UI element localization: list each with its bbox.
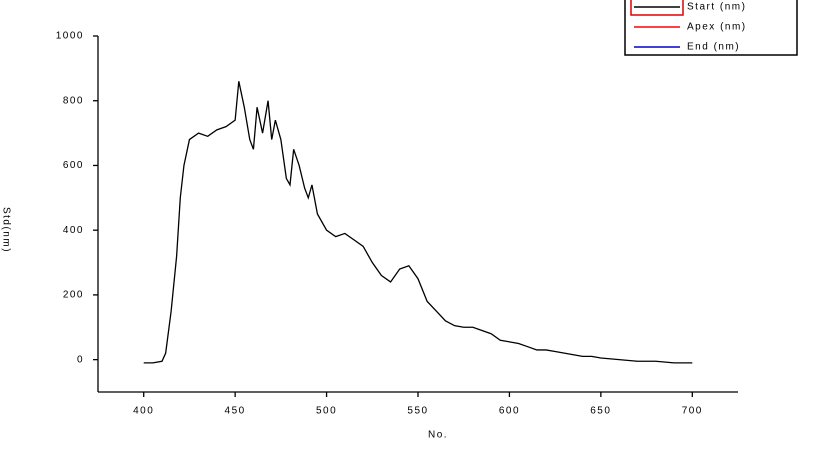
y-tick-label: 400 bbox=[63, 225, 84, 236]
legend-selection bbox=[630, 0, 684, 16]
x-tick-label: 450 bbox=[225, 406, 246, 417]
x-tick-label: 650 bbox=[590, 406, 611, 417]
data-line bbox=[143, 81, 693, 364]
legend-label: Apex (nm) bbox=[687, 22, 747, 33]
y-tick-label: 0 bbox=[77, 354, 84, 365]
y-tick-label: 200 bbox=[63, 290, 84, 301]
x-tick-label: 700 bbox=[682, 406, 703, 417]
legend-label: End (nm) bbox=[687, 42, 740, 53]
x-tick-label: 400 bbox=[133, 406, 154, 417]
y-tick-label: 1000 bbox=[56, 31, 84, 42]
y-tick-label: 600 bbox=[63, 160, 84, 171]
legend-label: Start (nm) bbox=[687, 2, 746, 13]
y-tick-label: 800 bbox=[63, 95, 84, 106]
x-tick-label: 600 bbox=[499, 406, 520, 417]
x-axis-title: No. bbox=[428, 430, 448, 441]
x-tick-label: 500 bbox=[316, 406, 337, 417]
x-tick-label: 550 bbox=[407, 406, 428, 417]
y-axis-title: Std(nm) bbox=[0, 207, 11, 253]
